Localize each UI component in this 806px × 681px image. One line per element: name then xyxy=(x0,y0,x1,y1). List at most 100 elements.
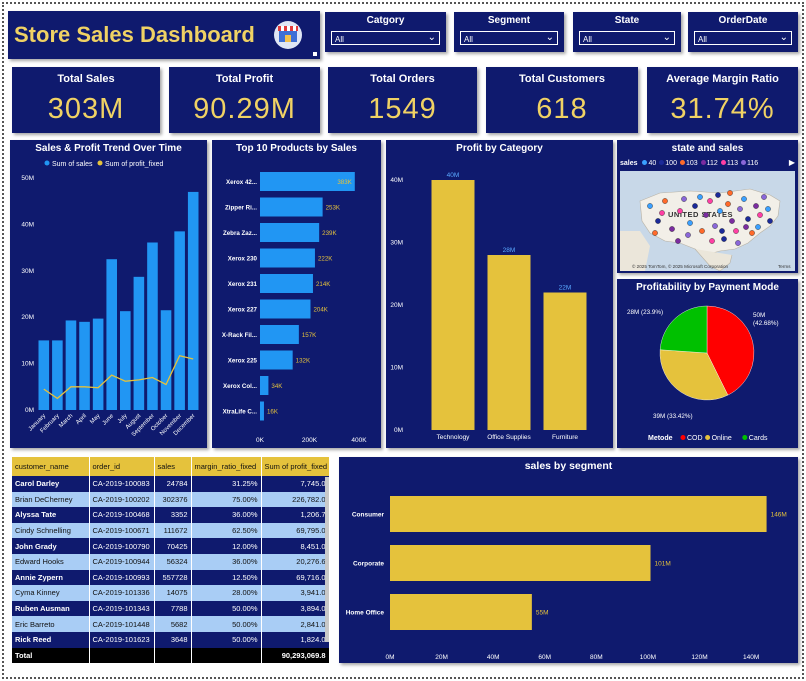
state-marker[interactable] xyxy=(735,240,740,245)
state-marker[interactable] xyxy=(703,212,708,217)
state-marker[interactable] xyxy=(757,212,762,217)
state-marker[interactable] xyxy=(681,196,686,201)
slicer-dropdown[interactable]: All ⌄ xyxy=(579,31,675,45)
state-marker[interactable] xyxy=(721,236,726,241)
state-marker[interactable] xyxy=(712,223,717,228)
state-marker[interactable] xyxy=(755,224,760,229)
sales-bar[interactable] xyxy=(174,231,185,410)
category-bar[interactable] xyxy=(544,293,587,431)
sales-bar[interactable] xyxy=(188,192,199,410)
table-scrollbar[interactable] xyxy=(325,477,329,642)
state-marker[interactable] xyxy=(699,228,704,233)
sales-bar[interactable] xyxy=(93,319,104,410)
y-tick-label: 20M xyxy=(21,314,34,321)
table-row[interactable]: Edward Hooks CA-2019-100944 56324 36.00% 20,… xyxy=(12,554,329,570)
slicer-dropdown[interactable]: All ⌄ xyxy=(460,31,558,45)
category-bar[interactable] xyxy=(432,180,475,430)
product-bar[interactable] xyxy=(260,402,264,421)
product-value-label: 253K xyxy=(326,205,341,212)
sales-bar[interactable] xyxy=(79,322,90,410)
segment-bar[interactable] xyxy=(390,545,651,581)
product-bar[interactable] xyxy=(260,325,299,344)
table-row[interactable]: Eric Barreto CA-2019-101448 5682 50.00% 2,84… xyxy=(12,616,329,632)
state-marker[interactable] xyxy=(697,194,702,199)
table-header[interactable]: customer_name xyxy=(12,457,89,476)
table-header[interactable]: Sum of profit_fixed xyxy=(261,457,329,476)
state-marker[interactable] xyxy=(725,201,730,206)
state-marker[interactable] xyxy=(717,208,722,213)
segment-bar[interactable] xyxy=(390,496,767,532)
state-marker[interactable] xyxy=(652,230,657,235)
state-marker[interactable] xyxy=(743,224,748,229)
table-row[interactable]: Annie Zypern CA-2019-100993 557728 12.50% 69… xyxy=(12,570,329,586)
product-bar[interactable] xyxy=(260,274,313,293)
table-header[interactable]: sales xyxy=(154,457,191,476)
state-marker[interactable] xyxy=(753,203,758,208)
table-header[interactable]: margin_ratio_fixed xyxy=(191,457,261,476)
state-marker[interactable] xyxy=(675,238,680,243)
pie-slice[interactable] xyxy=(660,306,707,353)
slicer-dropdown[interactable]: All ⌄ xyxy=(694,31,792,45)
sales-bar[interactable] xyxy=(120,311,131,410)
state-marker[interactable] xyxy=(692,203,697,208)
state-marker[interactable] xyxy=(765,206,770,211)
product-bar[interactable] xyxy=(260,198,323,217)
table-row[interactable]: Alyssa Tate CA-2019-100468 3352 36.00% 1,206… xyxy=(12,507,329,523)
table-row[interactable]: Cindy Schnelling CA-2019-100671 111672 62.5… xyxy=(12,523,329,539)
table-row[interactable]: Ruben Ausman CA-2019-101343 7788 50.00% 3,89… xyxy=(12,601,329,617)
state-marker[interactable] xyxy=(709,238,714,243)
state-marker[interactable] xyxy=(655,218,660,223)
state-marker[interactable] xyxy=(687,220,692,225)
state-marker[interactable] xyxy=(767,218,772,223)
x-tick-label: 20M xyxy=(435,654,448,661)
table-cell: Eric Barreto xyxy=(12,616,89,632)
state-marker[interactable] xyxy=(669,226,674,231)
map-legend-label: sales xyxy=(620,160,638,167)
state-marker[interactable] xyxy=(761,194,766,199)
sales-bar[interactable] xyxy=(106,259,117,410)
map-legend-next-icon[interactable]: ▶ xyxy=(789,158,795,167)
product-bar[interactable] xyxy=(260,351,293,370)
sales-bar[interactable] xyxy=(39,340,50,410)
state-marker[interactable] xyxy=(715,192,720,197)
state-marker[interactable] xyxy=(737,206,742,211)
sales-bar[interactable] xyxy=(161,310,172,410)
us-map[interactable]: UNITED STATES © 2025 TomTom, © 2025 Micr… xyxy=(620,171,795,271)
table-row[interactable]: Carol Darley CA-2019-100083 24784 31.25% 7,7… xyxy=(12,476,329,492)
resize-handle-icon[interactable] xyxy=(313,52,317,56)
slicer-segment: Segment All ⌄ xyxy=(454,12,564,52)
x-tick-label: 40M xyxy=(487,654,500,661)
product-bar[interactable] xyxy=(260,249,315,268)
state-marker[interactable] xyxy=(719,228,724,233)
state-marker[interactable] xyxy=(741,196,746,201)
slicer-dropdown[interactable]: All ⌄ xyxy=(331,31,440,45)
sales-bar[interactable] xyxy=(66,320,77,410)
map-terms-link[interactable]: Terms xyxy=(778,264,791,269)
segment-bar[interactable] xyxy=(390,594,532,630)
category-bar[interactable] xyxy=(488,255,531,430)
table-row[interactable]: Rick Reed CA-2019-101623 3648 50.00% 1,824.0 xyxy=(12,632,329,648)
product-bar[interactable] xyxy=(260,376,268,395)
table-row[interactable]: Brian DeCherney CA-2019-100202 302376 75.00… xyxy=(12,492,329,508)
table-row[interactable]: John Grady CA-2019-100790 70425 12.00% 8,451… xyxy=(12,538,329,554)
sales-bar[interactable] xyxy=(147,242,158,410)
product-bar[interactable] xyxy=(260,300,310,319)
state-marker[interactable] xyxy=(745,216,750,221)
state-marker[interactable] xyxy=(733,228,738,233)
state-marker[interactable] xyxy=(659,210,664,215)
state-marker[interactable] xyxy=(685,232,690,237)
state-marker[interactable] xyxy=(729,218,734,223)
state-marker[interactable] xyxy=(707,198,712,203)
state-marker[interactable] xyxy=(677,208,682,213)
state-marker[interactable] xyxy=(749,230,754,235)
product-bar[interactable] xyxy=(260,223,319,242)
sales-bar[interactable] xyxy=(134,277,145,410)
product-label: Zipper Ri... xyxy=(225,205,257,212)
table-header[interactable]: order_id xyxy=(89,457,154,476)
state-marker[interactable] xyxy=(647,203,652,208)
state-marker[interactable] xyxy=(662,198,667,203)
segment-value-label: 55M xyxy=(536,610,549,617)
sales-bar[interactable] xyxy=(52,340,63,410)
table-row[interactable]: Cyma Kinney CA-2019-101336 14075 28.00% 3,94… xyxy=(12,585,329,601)
state-marker[interactable] xyxy=(727,190,732,195)
